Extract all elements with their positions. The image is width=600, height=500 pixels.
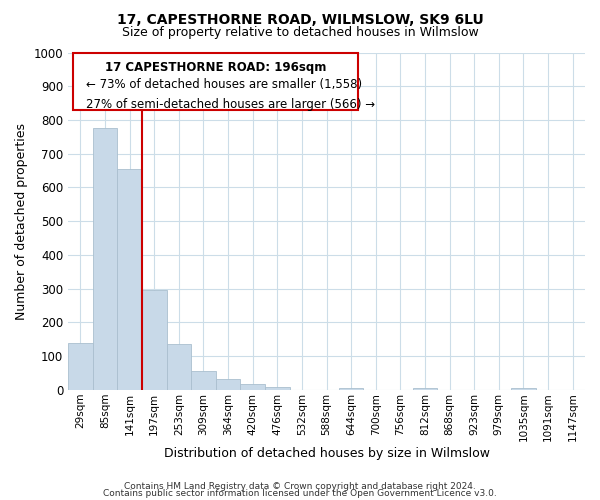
Bar: [142, 290, 167, 390]
Bar: [191, 370, 216, 390]
Text: 27% of semi-detached houses are larger (566) →: 27% of semi-detached houses are larger (…: [86, 98, 375, 111]
X-axis label: Distribution of detached houses by size in Wilmslow: Distribution of detached houses by size …: [164, 447, 490, 460]
Bar: [117, 169, 142, 390]
FancyBboxPatch shape: [73, 52, 358, 110]
Bar: [68, 342, 92, 390]
Text: Contains public sector information licensed under the Open Government Licence v3: Contains public sector information licen…: [103, 490, 497, 498]
Text: Contains HM Land Registry data © Crown copyright and database right 2024.: Contains HM Land Registry data © Crown c…: [124, 482, 476, 491]
Text: ← 73% of detached houses are smaller (1,558): ← 73% of detached houses are smaller (1,…: [86, 78, 362, 91]
Text: 17 CAPESTHORNE ROAD: 196sqm: 17 CAPESTHORNE ROAD: 196sqm: [104, 61, 326, 74]
Bar: [413, 388, 437, 390]
Text: 17, CAPESTHORNE ROAD, WILMSLOW, SK9 6LU: 17, CAPESTHORNE ROAD, WILMSLOW, SK9 6LU: [116, 12, 484, 26]
Bar: [265, 386, 290, 390]
Bar: [241, 384, 265, 390]
Text: Size of property relative to detached houses in Wilmslow: Size of property relative to detached ho…: [122, 26, 478, 39]
Bar: [167, 344, 191, 390]
Bar: [511, 388, 536, 390]
Bar: [216, 379, 241, 390]
Bar: [92, 128, 117, 390]
Y-axis label: Number of detached properties: Number of detached properties: [15, 122, 28, 320]
Bar: [339, 388, 364, 390]
